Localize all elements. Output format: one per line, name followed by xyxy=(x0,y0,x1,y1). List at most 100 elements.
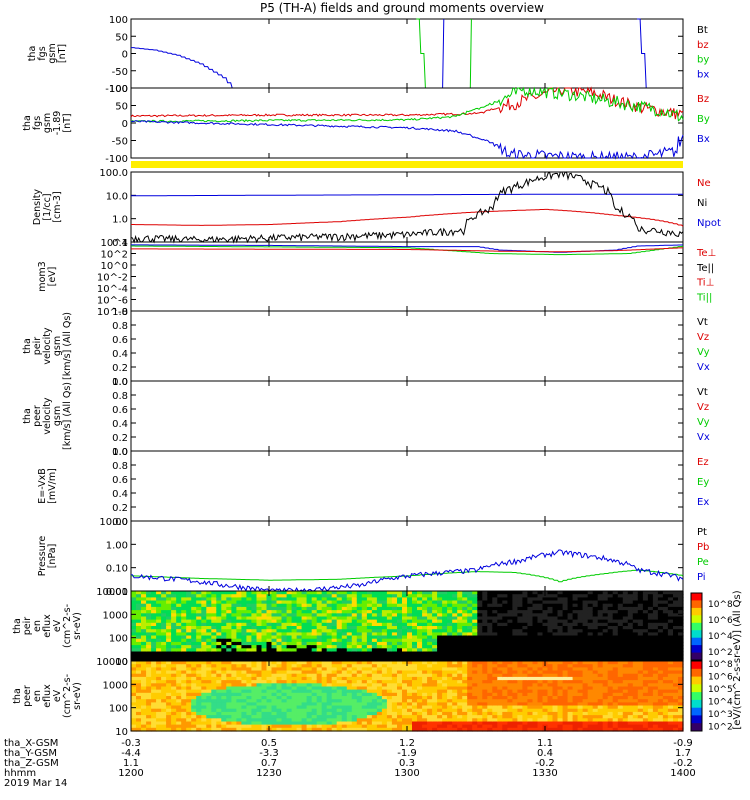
spectrogram-cell xyxy=(171,654,177,659)
spectrogram-cell xyxy=(617,711,624,716)
spectrogram-cell xyxy=(537,696,544,700)
spectrogram-cell xyxy=(587,708,594,713)
spectrogram-cell xyxy=(391,673,398,678)
spectrogram-cell xyxy=(316,705,323,710)
spectrogram-cell xyxy=(366,711,373,716)
spectrogram-cell xyxy=(542,676,549,681)
spectrogram-cell xyxy=(422,641,428,646)
spectrogram-cell xyxy=(296,629,303,633)
spectrogram-cell xyxy=(477,626,483,630)
spectrogram-cell xyxy=(386,670,393,675)
spectrogram-cell xyxy=(572,651,579,656)
spectrogram-cell xyxy=(361,724,368,729)
spectrogram-cell xyxy=(321,692,328,697)
spectrogram-cell xyxy=(417,651,423,656)
spectrogram-cell xyxy=(391,721,398,726)
spectrogram-cell xyxy=(296,622,303,627)
spectrogram-cell xyxy=(492,600,498,605)
spectrogram-cell xyxy=(522,711,528,716)
spectrogram-cell xyxy=(171,686,177,691)
spectrogram-cell xyxy=(657,600,664,605)
spectrogram-cell xyxy=(527,641,533,646)
spectrogram-cell xyxy=(622,600,629,605)
spectrogram-cell xyxy=(221,715,227,719)
spectrogram-cell xyxy=(417,670,423,675)
spectrogram-cell xyxy=(371,641,378,646)
spectrogram-cell xyxy=(537,632,544,637)
spectrogram-cell xyxy=(321,664,328,668)
spectrogram-cell xyxy=(627,724,634,729)
spectrogram-cell xyxy=(216,657,222,662)
spectrogram-cell xyxy=(492,622,498,627)
spectrogram-cell xyxy=(517,616,523,621)
spectrogram-cell xyxy=(281,654,288,659)
spectrogram-cell xyxy=(617,610,624,614)
spectrogram-cell xyxy=(131,626,137,630)
spectrogram-cell xyxy=(557,654,564,659)
spectrogram-cell xyxy=(547,603,554,608)
spectrogram-cell xyxy=(462,664,468,668)
spectrogram-cell xyxy=(482,632,488,637)
spectrogram-cell xyxy=(131,616,137,621)
spectrogram-cell xyxy=(657,635,664,640)
spectrogram-cell xyxy=(397,708,403,713)
spectrogram-cell xyxy=(442,622,448,627)
spectrogram-cell xyxy=(547,632,554,637)
spectrogram-cell xyxy=(221,680,227,684)
spectrogram-cell xyxy=(251,594,257,598)
spectrogram-cell xyxy=(386,591,393,595)
spectrogram-cell xyxy=(412,696,418,700)
spectrogram-cell xyxy=(316,594,323,598)
y-axis-label: tha xyxy=(22,408,33,424)
spectrogram-cell xyxy=(361,721,368,726)
spectrogram-cell xyxy=(587,648,594,653)
spectrogram-cell xyxy=(547,676,554,681)
spectrogram-cell xyxy=(366,622,373,627)
spectrogram-cell xyxy=(567,664,574,668)
spectrogram-cell xyxy=(371,622,378,627)
spectrogram-cell xyxy=(286,622,293,627)
spectrogram-cell xyxy=(587,606,594,611)
spectrogram-cell xyxy=(266,616,273,621)
spectrogram-cell xyxy=(161,696,167,700)
spectrogram-cell xyxy=(507,648,513,653)
spectrogram-cell xyxy=(507,591,513,595)
spectrogram-cell xyxy=(422,616,428,621)
spectrogram-cell xyxy=(552,721,559,726)
spectrogram-cell xyxy=(156,645,162,649)
spectrogram-cell xyxy=(371,626,378,630)
spectrogram-cell xyxy=(291,591,298,595)
spectrogram-cell xyxy=(437,648,443,653)
spectrogram-cell xyxy=(351,622,358,627)
spectrogram-cell xyxy=(482,626,488,630)
spectrogram-cell xyxy=(432,610,438,614)
spectrogram-cell xyxy=(141,632,147,637)
spectrogram-cell xyxy=(181,702,187,707)
spectrogram-cell xyxy=(131,594,137,598)
spectrogram-cell xyxy=(131,638,137,643)
spectrogram-cell xyxy=(452,705,458,710)
spectrogram-cell xyxy=(477,676,483,681)
spectrogram-cell xyxy=(577,692,584,697)
spectrogram-cell xyxy=(141,600,147,605)
spectrogram-cell xyxy=(557,648,564,653)
spectrogram-cell xyxy=(597,616,604,621)
spectrogram-cell xyxy=(447,696,453,700)
spectrogram-cell xyxy=(607,699,614,703)
spectrogram-cell xyxy=(281,594,288,598)
spectrogram-cell xyxy=(642,626,649,630)
spectrogram-cell xyxy=(201,715,207,719)
spectrogram-cell xyxy=(336,696,343,700)
spectrogram-cell xyxy=(572,661,579,665)
spectrogram-cell xyxy=(447,718,453,723)
spectrogram-cell xyxy=(492,632,498,637)
spectrogram-cell xyxy=(492,648,498,653)
spectrogram-cell xyxy=(331,724,338,729)
spectrogram-cell xyxy=(577,673,584,678)
spectrogram-cell xyxy=(156,661,162,665)
spectrogram-cell xyxy=(632,629,639,633)
spectrogram-cell xyxy=(181,641,187,646)
spectrogram-cell xyxy=(276,718,283,723)
spectrogram-cell xyxy=(497,699,503,703)
spectrogram-cell xyxy=(231,603,237,608)
